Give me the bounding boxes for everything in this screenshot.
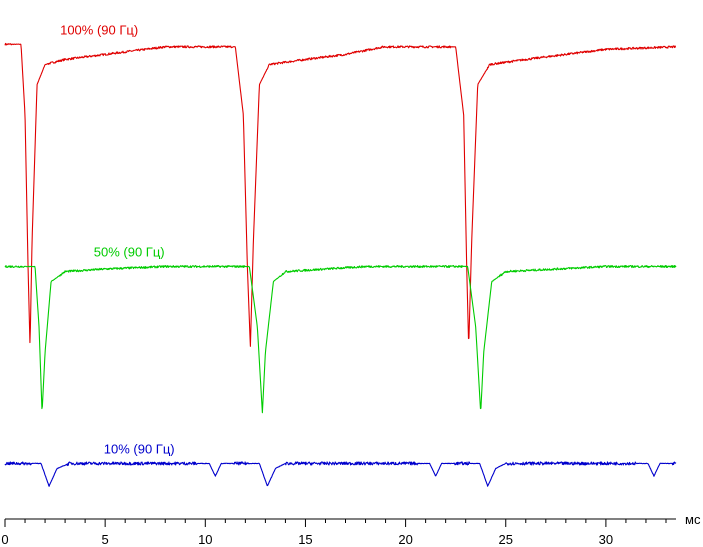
x-tick-label: 25 [499, 532, 513, 547]
x-axis-unit-label: мс [685, 512, 701, 527]
series-line-1 [4, 42, 677, 347]
series-line-3 [4, 461, 677, 487]
x-axis: 0 5 10 15 20 25 30 [1, 518, 676, 547]
x-tick-label: 30 [599, 532, 613, 547]
x-tick-label: 20 [398, 532, 412, 547]
series-label-1: 100% (90 Гц) [60, 22, 138, 37]
x-tick-label: 10 [198, 532, 212, 547]
series-line-2 [4, 264, 677, 414]
x-tick-label: 5 [102, 532, 109, 547]
x-tick-label: 15 [298, 532, 312, 547]
series-labels: 100% (90 Гц) 50% (90 Гц) 10% (90 Гц) [60, 22, 175, 456]
series-layer [4, 42, 677, 487]
x-tick-label: 0 [1, 532, 8, 547]
series-label-2: 50% (90 Гц) [94, 245, 165, 260]
series-label-3: 10% (90 Гц) [104, 441, 175, 456]
